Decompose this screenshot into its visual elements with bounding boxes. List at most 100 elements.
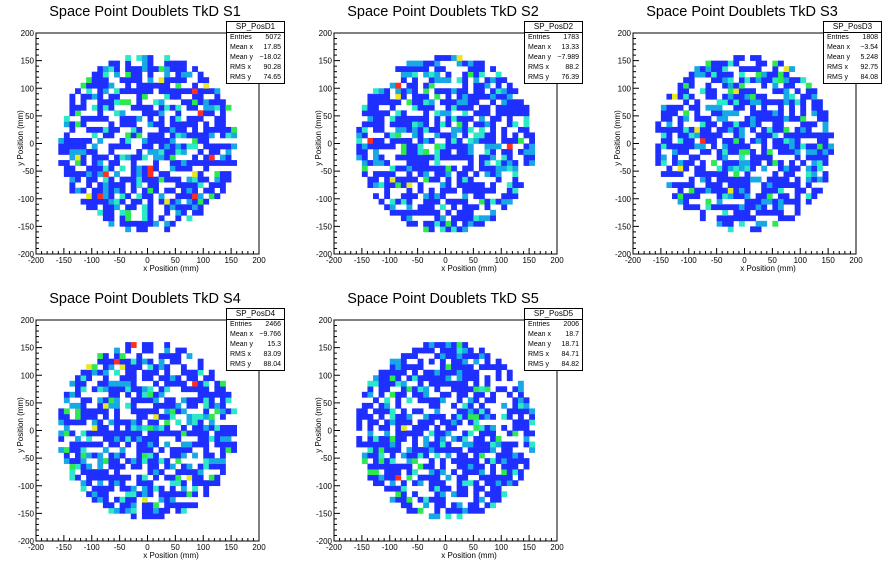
heatmap-cell — [451, 380, 457, 387]
heatmap-cell — [384, 408, 391, 415]
heatmap-cell — [772, 110, 779, 117]
heatmap-cell — [169, 154, 176, 161]
heatmap-cell — [423, 66, 430, 72]
heatmap-cell — [91, 132, 98, 139]
heatmap-cell — [373, 419, 379, 426]
heatmap-cell — [86, 491, 93, 498]
heatmap-cell — [451, 436, 457, 442]
heatmap-cell — [114, 397, 120, 404]
heatmap-cell — [356, 413, 363, 420]
heatmap-cell — [91, 408, 98, 415]
heatmap-cell — [750, 121, 756, 128]
heatmap-cell — [738, 160, 745, 166]
heatmap-cell — [789, 66, 795, 72]
heatmap-cell — [683, 115, 690, 122]
heatmap-cell — [91, 198, 98, 205]
stats-row: RMS y 74.65 — [227, 73, 284, 83]
heatmap-cell — [180, 71, 187, 78]
heatmap-cell — [108, 441, 115, 448]
panel-title: Space Point Doublets TkD S3 — [646, 4, 838, 20]
heatmap-cell — [478, 447, 485, 453]
heatmap-cell — [97, 66, 104, 72]
heatmap-cell — [423, 419, 430, 426]
heatmap-cell — [203, 424, 210, 431]
heatmap-cell — [467, 149, 474, 155]
heatmap-cell — [102, 413, 109, 420]
heatmap-cell — [164, 60, 171, 67]
heatmap-cell — [727, 143, 734, 150]
heatmap-cell — [361, 458, 368, 464]
heatmap-cell — [789, 110, 795, 117]
heatmap-cell — [484, 215, 491, 222]
heatmap-cell — [389, 474, 396, 481]
x-tick-label: 0 — [742, 256, 747, 265]
heatmap-cell — [192, 82, 198, 89]
heatmap-cell — [412, 115, 418, 122]
heatmap-cell — [506, 198, 513, 205]
heatmap-cell — [412, 364, 418, 371]
heatmap-cell — [451, 402, 457, 409]
heatmap-cell — [180, 132, 187, 139]
heatmap-cell — [378, 463, 385, 470]
heatmap-cell — [462, 413, 469, 420]
heatmap-cell — [361, 441, 368, 448]
heatmap-cell — [125, 424, 132, 431]
heatmap-cell — [136, 474, 143, 481]
heatmap-cell — [722, 110, 729, 117]
heatmap-cell — [501, 198, 508, 205]
heatmap-cell — [423, 110, 430, 117]
heatmap-cell — [203, 491, 210, 498]
heatmap-cell — [208, 397, 215, 404]
heatmap-cell — [434, 380, 441, 387]
heatmap-cell — [395, 82, 402, 89]
heatmap-cell — [761, 187, 768, 194]
heatmap-cell — [86, 408, 93, 415]
heatmap-cell — [197, 386, 204, 393]
heatmap-cell — [467, 408, 474, 415]
heatmap-cell — [772, 99, 779, 106]
heatmap-cell — [423, 391, 430, 398]
heatmap-cell — [169, 430, 176, 437]
heatmap-cell — [484, 187, 491, 194]
heatmap-cell — [389, 369, 396, 376]
heatmap-cell — [428, 165, 435, 172]
heatmap-cell — [688, 77, 695, 84]
heatmap-cell — [501, 193, 508, 200]
heatmap-cell — [451, 386, 457, 393]
heatmap-cell — [750, 137, 756, 144]
y-tick-label: -100 — [18, 195, 35, 204]
heatmap-cell — [794, 149, 801, 155]
heatmap-cell — [716, 115, 723, 122]
heatmap-cell — [75, 391, 81, 398]
heatmap-cell — [738, 154, 745, 161]
heatmap-cell — [91, 491, 98, 498]
heatmap-cell — [119, 176, 126, 183]
heatmap-cell — [738, 137, 745, 144]
heatmap-cell — [63, 458, 70, 464]
heatmap-cell — [434, 386, 441, 393]
heatmap-cell — [716, 71, 723, 78]
heatmap-cell — [80, 458, 87, 464]
heatmap-cell — [108, 60, 115, 67]
y-tick-label: 100 — [319, 84, 333, 93]
heatmap-cell — [175, 458, 182, 464]
heatmap-cell — [180, 502, 187, 509]
stats-row: Mean y 15.3 — [227, 340, 284, 350]
heatmap-cell — [434, 513, 441, 520]
x-tick-label: 200 — [252, 256, 266, 265]
stats-box: SP_PosD2 Entries 1783 Mean x 13.33 Mean y −7.9… — [524, 21, 583, 84]
heatmap-cell — [439, 458, 446, 464]
heatmap-cell — [733, 55, 740, 61]
heatmap-cell — [423, 176, 430, 183]
heatmap-cell — [512, 452, 519, 459]
heatmap-cell — [445, 99, 452, 106]
heatmap-cell — [63, 137, 70, 144]
heatmap-cell — [225, 430, 232, 437]
heatmap-cell — [378, 391, 385, 398]
heatmap-cell — [367, 469, 374, 475]
heatmap-cell — [423, 413, 430, 420]
heatmap-cell — [716, 176, 723, 183]
heatmap-cell — [772, 220, 779, 227]
heatmap-cell — [766, 193, 773, 200]
heatmap-cell — [114, 347, 120, 354]
